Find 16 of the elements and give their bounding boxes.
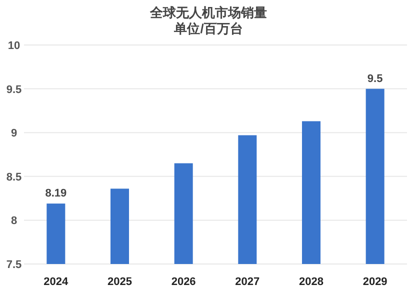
x-tick-label: 2027 (235, 276, 260, 288)
y-tick-label: 9 (10, 128, 18, 140)
y-tick-label: 10 (8, 40, 20, 52)
data-label: 8.19 (45, 188, 67, 200)
chart-title: 全球无人机市场销量 (149, 5, 267, 20)
y-tick-label: 8 (10, 215, 18, 228)
y-tick-label: 8.5 (6, 171, 22, 184)
x-tick-label: 2028 (299, 276, 324, 288)
data-label: 9.5 (367, 72, 383, 85)
chart-subtitle: 单位/百万台 (173, 21, 243, 36)
y-tick-label: 7.5 (6, 259, 22, 271)
y-tick-label: 9.5 (6, 84, 22, 96)
x-tick-label: 2029 (362, 276, 388, 288)
x-tick-label: 2025 (108, 276, 132, 288)
x-tick-label: 2024 (44, 276, 70, 288)
x-tick-label: 2026 (171, 276, 196, 288)
